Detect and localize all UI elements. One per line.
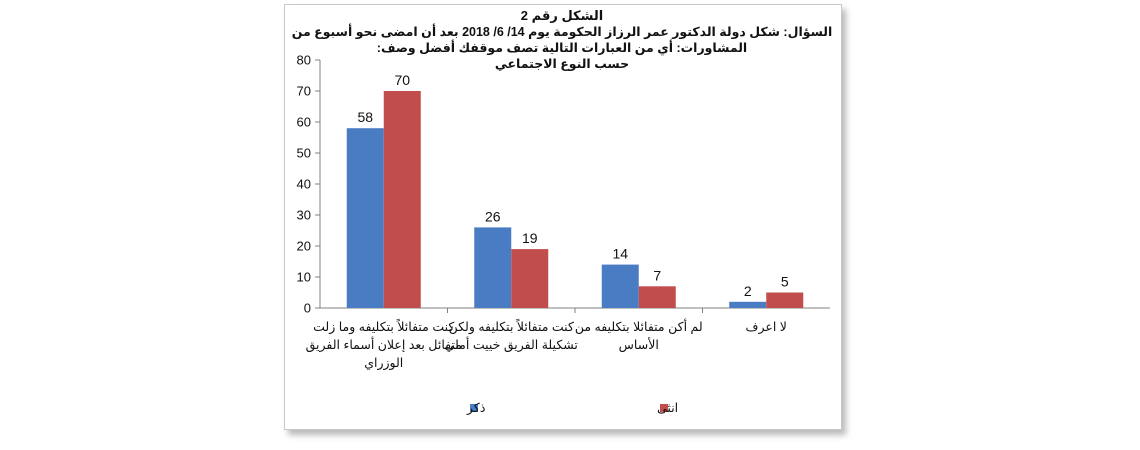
legend-swatch-male	[470, 404, 478, 412]
x-category-label: كنت متفائلاً بتكليفه وما زلت	[313, 318, 454, 335]
x-category-label: الأساس	[619, 337, 659, 353]
title-line-4: حسب النوع الاجتماعي	[494, 57, 630, 71]
y-tick-label: 40	[297, 177, 311, 192]
y-tick-label: 50	[297, 146, 311, 161]
data-label: 14	[612, 246, 628, 262]
data-label: 26	[485, 208, 501, 224]
data-label: 2	[744, 283, 752, 299]
title-line-1: الشكل رقم 2	[520, 8, 604, 23]
legend-label-female: انثى	[657, 401, 678, 415]
data-label: 5	[781, 274, 789, 290]
bar-male	[474, 227, 512, 308]
data-label: 19	[522, 230, 538, 246]
x-category-label: تشكيلة الفريق خييت أملي	[445, 336, 579, 353]
bar-female	[638, 286, 676, 308]
y-tick-label: 80	[297, 53, 311, 68]
legend-swatch-female	[660, 404, 668, 412]
y-tick-label: 20	[297, 239, 311, 254]
bar-female	[383, 91, 421, 308]
bar-male	[346, 128, 384, 308]
x-category-label: كنت متفائلاً بتكليفه ولكن	[449, 318, 574, 335]
bar-male	[729, 301, 767, 308]
data-label: 58	[357, 109, 373, 125]
chart-title: الشكل رقم 2 السؤال: شكل دولة الدكتور عمر…	[284, 8, 840, 72]
data-label: 7	[653, 267, 661, 283]
x-category-label: لا اعرف	[746, 320, 787, 335]
title-line-2: السؤال: شكل دولة الدكتور عمر الرزاز الحك…	[291, 25, 833, 39]
y-tick-label: 10	[297, 270, 311, 285]
x-category-label: لم أكن متفائلا بتكليفه من	[575, 318, 703, 335]
y-tick-label: 0	[304, 301, 311, 316]
x-category-label: متفائل بعد إعلان أسماء الفريق	[306, 336, 462, 353]
bar-male	[601, 264, 639, 308]
y-tick-label: 30	[297, 208, 311, 223]
x-category-label: الوزراي	[364, 356, 403, 371]
data-label: 70	[394, 72, 410, 88]
bar-female	[766, 292, 804, 308]
legend-label-male: ذكر	[466, 401, 485, 416]
y-tick-label: 70	[297, 84, 311, 99]
bar-female	[511, 249, 549, 308]
title-line-3: المشاورات: أي من العبارات التالية تصف مو…	[376, 41, 748, 55]
y-tick-label: 60	[297, 115, 311, 130]
